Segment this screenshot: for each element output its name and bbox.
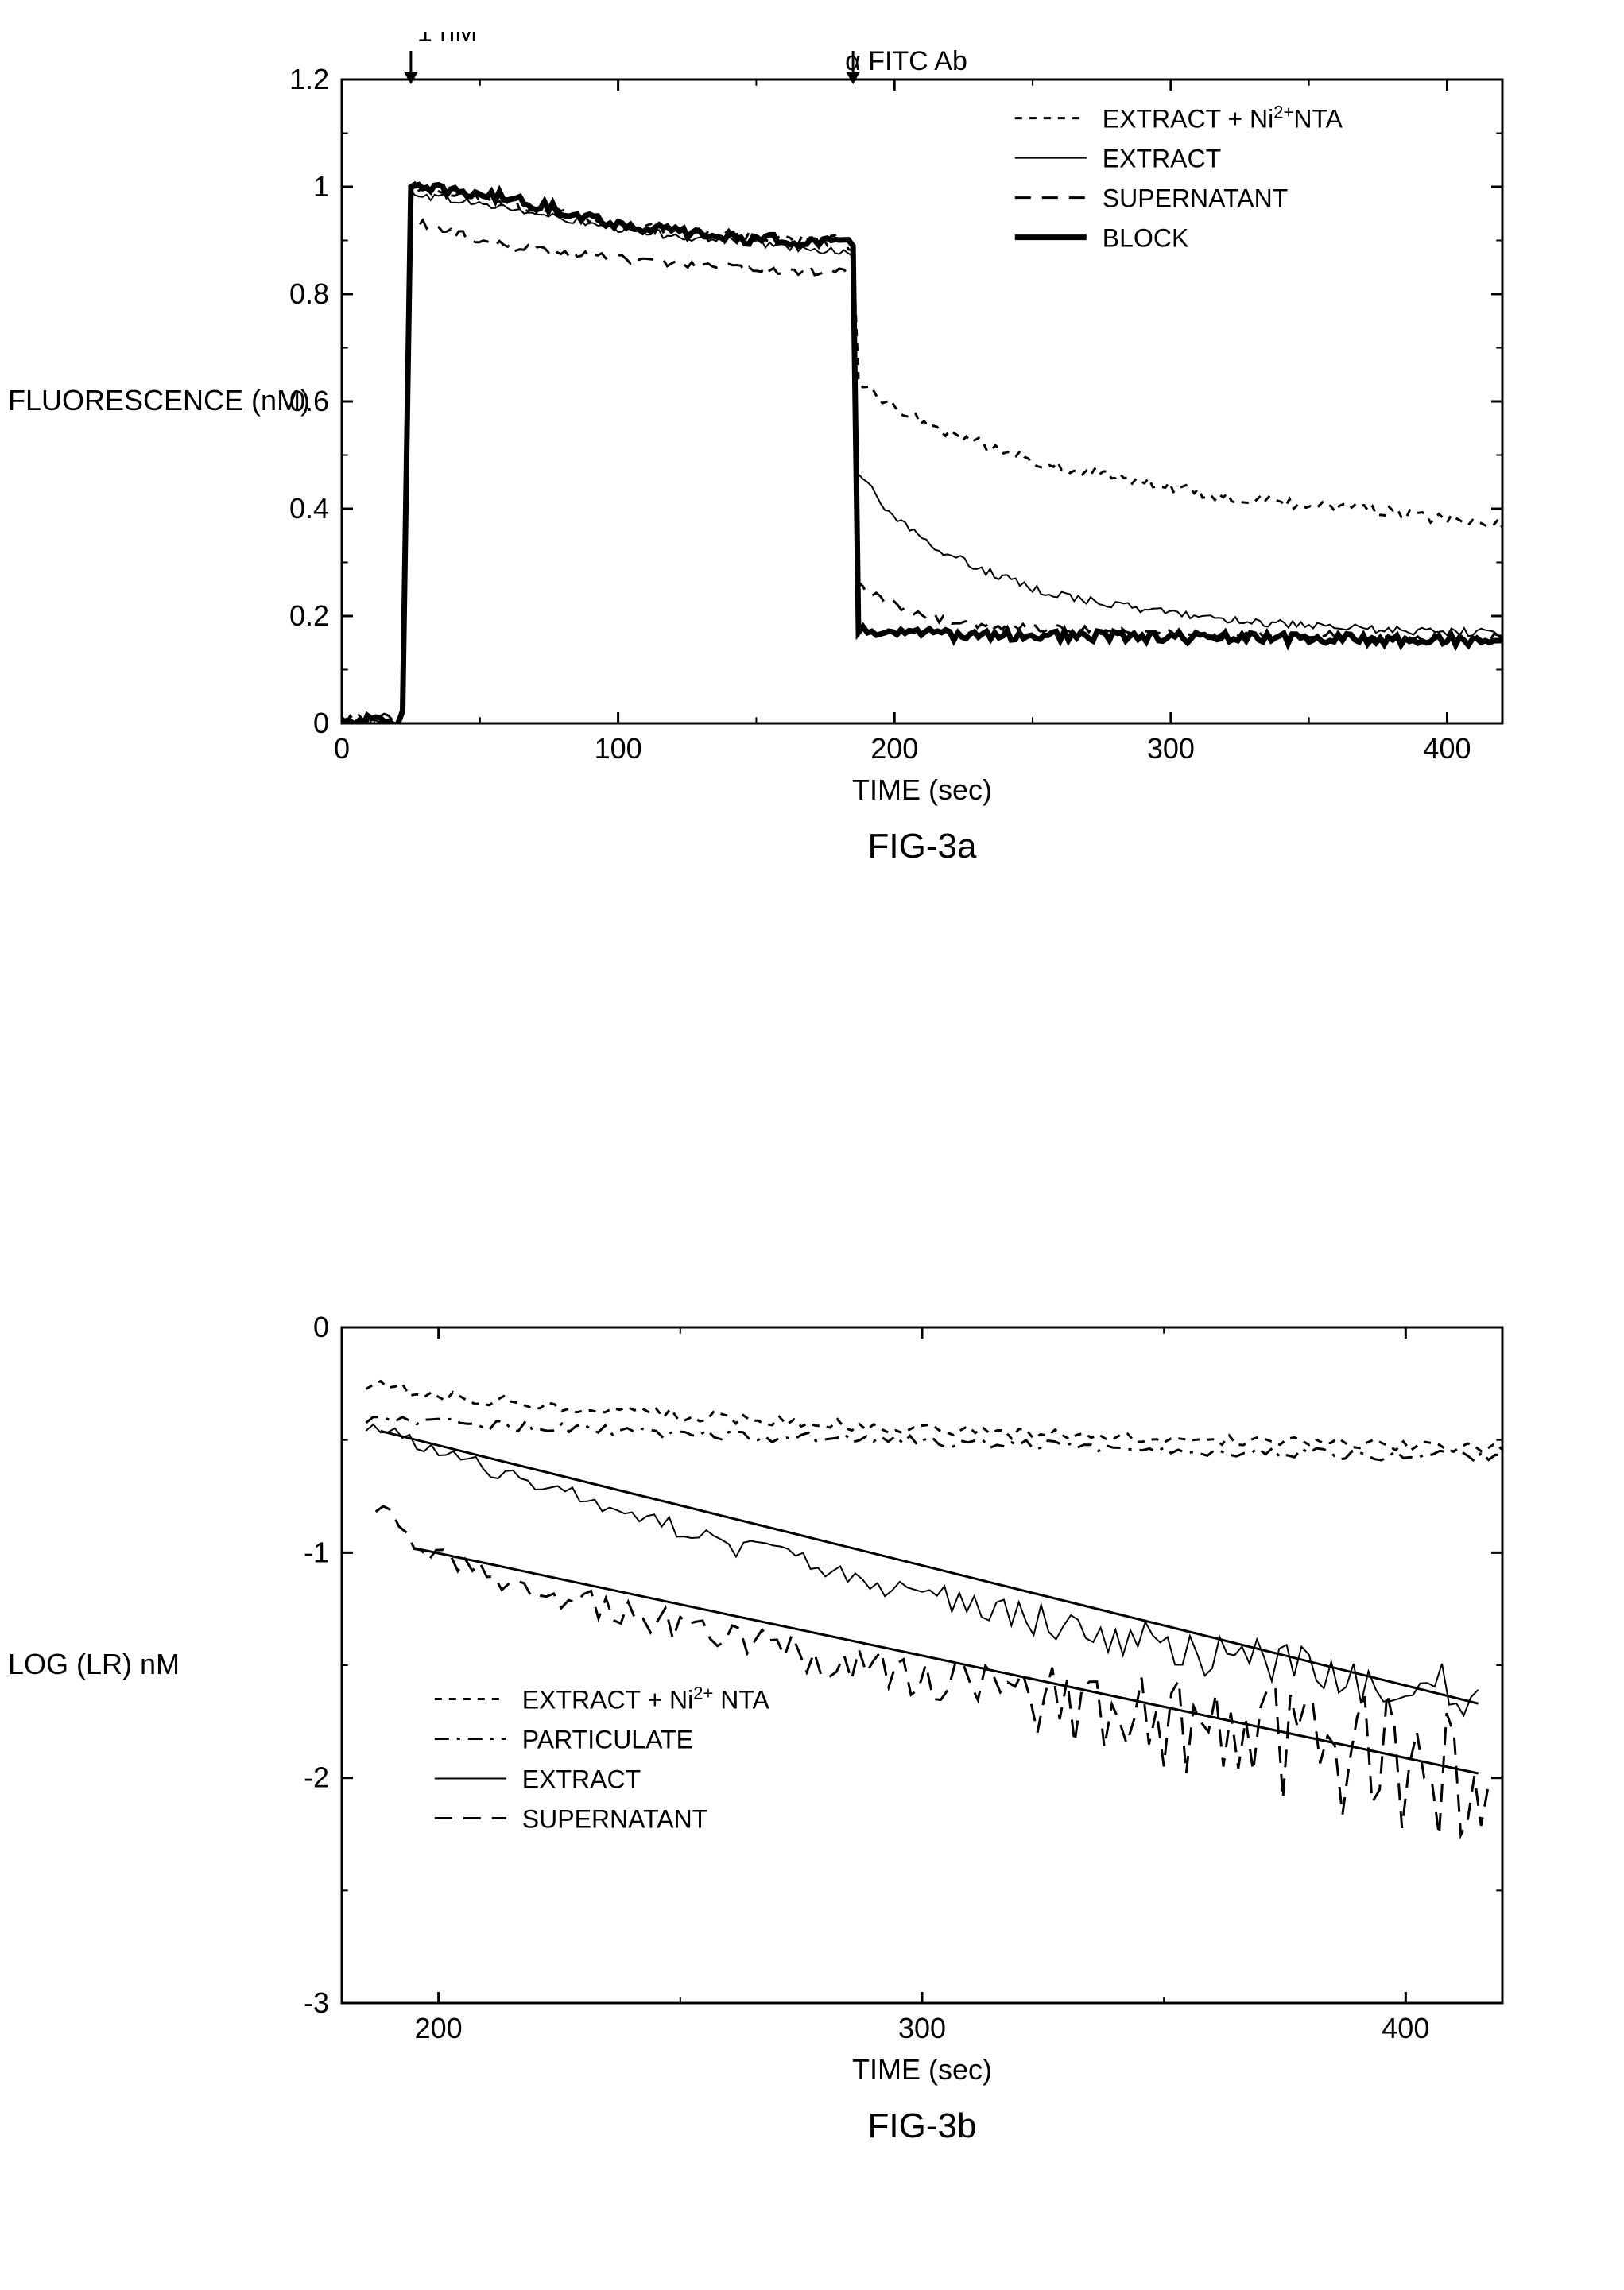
legend-item: PARTICULATE bbox=[522, 1726, 693, 1754]
series-extract-ni2-nta bbox=[342, 183, 1502, 728]
legend-item: BLOCK bbox=[1103, 224, 1188, 253]
svg-text:200: 200 bbox=[870, 732, 918, 765]
figure-caption: FIG-3b bbox=[342, 2106, 1502, 2146]
legend-item: EXTRACT + Ni2+NTA bbox=[1103, 102, 1343, 134]
y-axis-label: FLUORESCENCE (nM) bbox=[8, 384, 310, 417]
x-axis-label: TIME (sec) bbox=[852, 773, 992, 806]
series-extract bbox=[342, 191, 1502, 727]
svg-text:-3: -3 bbox=[304, 1986, 329, 2019]
legend-item: SUPERNATANT bbox=[522, 1805, 708, 1834]
svg-text:100: 100 bbox=[595, 732, 642, 765]
svg-text:300: 300 bbox=[898, 2012, 946, 2044]
annotation-text: α FITC Ab bbox=[845, 46, 967, 76]
svg-text:1.2: 1.2 bbox=[289, 63, 329, 95]
svg-text:0: 0 bbox=[334, 732, 350, 765]
series-particulate bbox=[366, 1417, 1502, 1462]
svg-text:0: 0 bbox=[313, 1311, 329, 1343]
y-axis-label: LOG (LR) nM bbox=[8, 1648, 180, 1681]
svg-text:300: 300 bbox=[1147, 732, 1195, 765]
series-block bbox=[342, 184, 1502, 725]
svg-text:400: 400 bbox=[1382, 2012, 1429, 2044]
svg-text:-1: -1 bbox=[304, 1536, 329, 1568]
x-axis-label: TIME (sec) bbox=[852, 2053, 992, 2086]
legend-item: EXTRACT bbox=[1103, 145, 1221, 173]
legend-item: SUPERNATANT bbox=[1103, 184, 1289, 213]
svg-text:0.8: 0.8 bbox=[289, 277, 329, 310]
series-supernatant bbox=[342, 217, 1502, 722]
svg-text:-2: -2 bbox=[304, 1761, 329, 1794]
svg-text:1: 1 bbox=[313, 170, 329, 203]
chart-fig3b: 200 300 400 -3 -2 -1 0 TIME (sec) EXTRACT + Ni2+… bbox=[246, 1280, 1534, 2106]
svg-text:0: 0 bbox=[313, 707, 329, 739]
svg-text:400: 400 bbox=[1423, 732, 1471, 765]
legend-item: EXTRACT bbox=[522, 1765, 641, 1794]
svg-text:200: 200 bbox=[415, 2012, 463, 2044]
chart-fig3a: 010020030040000.20.40.60.811.2TIME (sec)… bbox=[246, 32, 1534, 827]
svg-text:0.4: 0.4 bbox=[289, 492, 329, 525]
annotation-text: 1 nM bbox=[417, 32, 478, 48]
figure-caption: FIG-3a bbox=[342, 827, 1502, 866]
legend-item: EXTRACT + Ni2+ NTA bbox=[522, 1683, 770, 1715]
svg-text:0.2: 0.2 bbox=[289, 599, 329, 632]
